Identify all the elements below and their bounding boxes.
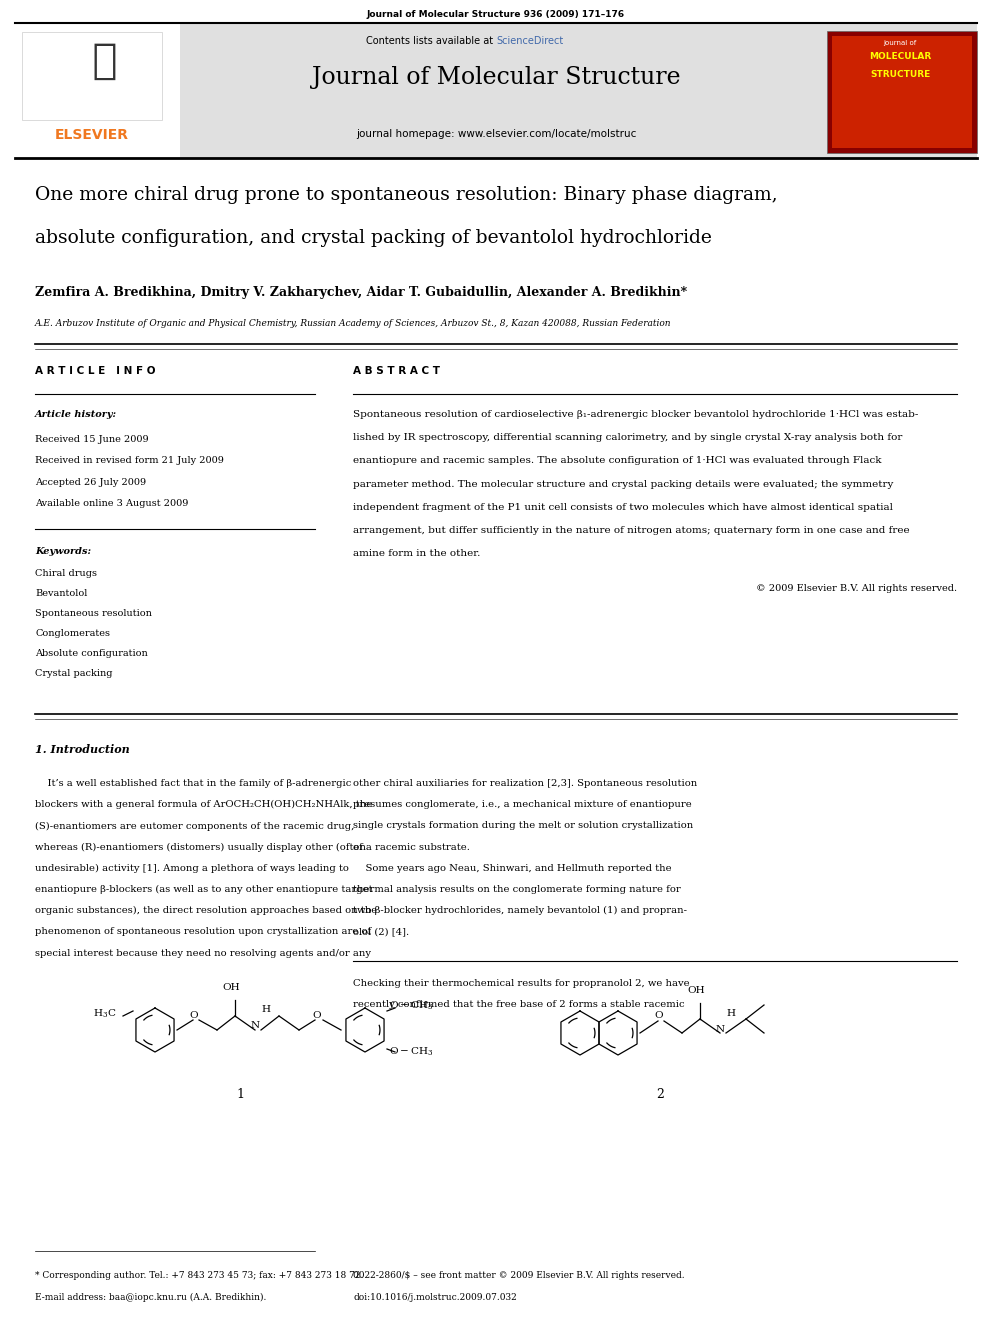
- Text: independent fragment of the P1 unit cell consists of two molecules which have al: independent fragment of the P1 unit cell…: [353, 503, 893, 512]
- Text: O: O: [312, 1012, 321, 1020]
- Text: N: N: [250, 1021, 260, 1031]
- Text: lished by IR spectroscopy, differential scanning calorimetry, and by single crys: lished by IR spectroscopy, differential …: [353, 433, 903, 442]
- Text: enantiopure β-blockers (as well as to any other enantiopure target: enantiopure β-blockers (as well as to an…: [35, 885, 373, 894]
- Text: ELSEVIER: ELSEVIER: [55, 128, 129, 142]
- Text: OH: OH: [687, 986, 704, 995]
- Bar: [15, 24, 977, 157]
- Text: special interest because they need no resolving agents and/or any: special interest because they need no re…: [35, 949, 371, 958]
- Text: Journal of Molecular Structure: Journal of Molecular Structure: [311, 66, 681, 89]
- Text: H: H: [726, 1008, 735, 1017]
- Text: STRUCTURE: STRUCTURE: [870, 70, 930, 79]
- Text: Received 15 June 2009: Received 15 June 2009: [35, 435, 149, 445]
- Text: OH: OH: [222, 983, 240, 992]
- Text: Spontaneous resolution of cardioselective β₁-adrenergic blocker bevantolol hydro: Spontaneous resolution of cardioselectiv…: [353, 410, 919, 419]
- Text: * Corresponding author. Tel.: +7 843 273 45 73; fax: +7 843 273 18 72.: * Corresponding author. Tel.: +7 843 273…: [35, 1271, 363, 1279]
- Text: single crystals formation during the melt or solution crystallization: single crystals formation during the mel…: [353, 822, 693, 831]
- Text: absolute configuration, and crystal packing of bevantolol hydrochloride: absolute configuration, and crystal pack…: [35, 229, 712, 247]
- Text: Crystal packing: Crystal packing: [35, 669, 112, 677]
- Text: amine form in the other.: amine form in the other.: [353, 549, 480, 558]
- Text: Available online 3 August 2009: Available online 3 August 2009: [35, 500, 188, 508]
- Text: organic substances), the direct resolution approaches based on the: organic substances), the direct resoluti…: [35, 906, 377, 916]
- Text: two β-blocker hydrochlorides, namely bevantolol (1) and propran-: two β-blocker hydrochlorides, namely bev…: [353, 906, 687, 916]
- Text: parameter method. The molecular structure and crystal packing details were evalu: parameter method. The molecular structur…: [353, 480, 894, 488]
- Text: One more chiral drug prone to spontaneous resolution: Binary phase diagram,: One more chiral drug prone to spontaneou…: [35, 187, 778, 204]
- Text: Accepted 26 July 2009: Accepted 26 July 2009: [35, 478, 146, 487]
- Text: MOLECULAR: MOLECULAR: [869, 52, 931, 61]
- Text: Checking their thermochemical results for propranolol 2, we have: Checking their thermochemical results fo…: [353, 979, 689, 987]
- Text: Zemfira A. Bredikhina, Dmitry V. Zakharychev, Aidar T. Gubaidullin, Alexander A.: Zemfira A. Bredikhina, Dmitry V. Zakhary…: [35, 286, 687, 299]
- Text: O: O: [655, 1012, 664, 1020]
- Text: A B S T R A C T: A B S T R A C T: [353, 366, 440, 376]
- Text: enantiopure and racemic samples. The absolute configuration of 1·HCl was evaluat: enantiopure and racemic samples. The abs…: [353, 456, 882, 466]
- Text: journal of: journal of: [883, 40, 917, 46]
- Text: N: N: [715, 1024, 724, 1033]
- Bar: [15, 24, 180, 157]
- Text: recently confirmed that the free base of 2 forms a stable racemic: recently confirmed that the free base of…: [353, 1000, 684, 1009]
- Text: A.E. Arbuzov Institute of Organic and Physical Chemistry, Russian Academy of Sci: A.E. Arbuzov Institute of Organic and Ph…: [35, 319, 672, 328]
- Text: 2: 2: [656, 1088, 664, 1101]
- Text: Chiral drugs: Chiral drugs: [35, 569, 97, 578]
- Text: 1. Introduction: 1. Introduction: [35, 744, 130, 755]
- Text: ❧: ❧: [66, 40, 118, 82]
- Text: $\mathregular{H_3C}$: $\mathregular{H_3C}$: [93, 1008, 116, 1020]
- Text: Absolute configuration: Absolute configuration: [35, 650, 148, 658]
- Text: E-mail address: baa@iopc.knu.ru (A.A. Bredikhin).: E-mail address: baa@iopc.knu.ru (A.A. Br…: [35, 1293, 267, 1302]
- Text: $\mathregular{O-CH_3}$: $\mathregular{O-CH_3}$: [389, 1000, 434, 1012]
- Text: Keywords:: Keywords:: [35, 546, 91, 556]
- Text: blockers with a general formula of ArOCH₂CH(OH)CH₂NHAlk, the: blockers with a general formula of ArOCH…: [35, 800, 372, 810]
- Bar: [827, 30, 977, 153]
- Text: 0022-2860/$ – see front matter © 2009 Elsevier B.V. All rights reserved.: 0022-2860/$ – see front matter © 2009 El…: [353, 1271, 684, 1279]
- Text: $\mathregular{O-CH_3}$: $\mathregular{O-CH_3}$: [389, 1045, 434, 1058]
- Text: © 2009 Elsevier B.V. All rights reserved.: © 2009 Elsevier B.V. All rights reserved…: [756, 585, 957, 594]
- Text: H: H: [261, 1005, 270, 1015]
- Bar: [832, 36, 972, 148]
- Text: phenomenon of spontaneous resolution upon crystallization are of: phenomenon of spontaneous resolution upo…: [35, 927, 371, 937]
- Text: olol (2) [4].: olol (2) [4].: [353, 927, 409, 937]
- Text: doi:10.1016/j.molstruc.2009.07.032: doi:10.1016/j.molstruc.2009.07.032: [353, 1293, 517, 1302]
- Text: thermal analysis results on the conglomerate forming nature for: thermal analysis results on the conglome…: [353, 885, 681, 894]
- Text: of a racemic substrate.: of a racemic substrate.: [353, 843, 470, 852]
- Text: ScienceDirect: ScienceDirect: [496, 36, 563, 46]
- Text: other chiral auxiliaries for realization [2,3]. Spontaneous resolution: other chiral auxiliaries for realization…: [353, 779, 697, 789]
- Text: 1: 1: [236, 1088, 244, 1101]
- Text: Received in revised form 21 July 2009: Received in revised form 21 July 2009: [35, 456, 224, 466]
- Bar: [22, 32, 162, 120]
- Text: Conglomerates: Conglomerates: [35, 628, 110, 638]
- Text: Bevantolol: Bevantolol: [35, 589, 87, 598]
- Text: Article history:: Article history:: [35, 410, 117, 419]
- Text: Some years ago Neau, Shinwari, and Hellmuth reported the: Some years ago Neau, Shinwari, and Hellm…: [353, 864, 672, 873]
- Text: Journal of Molecular Structure 936 (2009) 171–176: Journal of Molecular Structure 936 (2009…: [367, 11, 625, 19]
- Text: undesirable) activity [1]. Among a plethora of ways leading to: undesirable) activity [1]. Among a pleth…: [35, 864, 349, 873]
- Text: arrangement, but differ sufficiently in the nature of nitrogen atoms; quaternary: arrangement, but differ sufficiently in …: [353, 527, 910, 534]
- Text: Spontaneous resolution: Spontaneous resolution: [35, 609, 152, 618]
- Text: presumes conglomerate, i.e., a mechanical mixture of enantiopure: presumes conglomerate, i.e., a mechanica…: [353, 800, 691, 810]
- Text: (S)-enantiomers are eutomer components of the racemic drug,: (S)-enantiomers are eutomer components o…: [35, 822, 354, 831]
- Text: O: O: [189, 1012, 198, 1020]
- Text: whereas (R)-enantiomers (distomers) usually display other (often: whereas (R)-enantiomers (distomers) usua…: [35, 843, 366, 852]
- Text: journal homepage: www.elsevier.com/locate/molstruc: journal homepage: www.elsevier.com/locat…: [356, 130, 636, 139]
- Text: Contents lists available at: Contents lists available at: [366, 36, 496, 46]
- Text: It’s a well established fact that in the family of β-adrenergic: It’s a well established fact that in the…: [35, 779, 351, 789]
- Text: A R T I C L E   I N F O: A R T I C L E I N F O: [35, 366, 156, 376]
